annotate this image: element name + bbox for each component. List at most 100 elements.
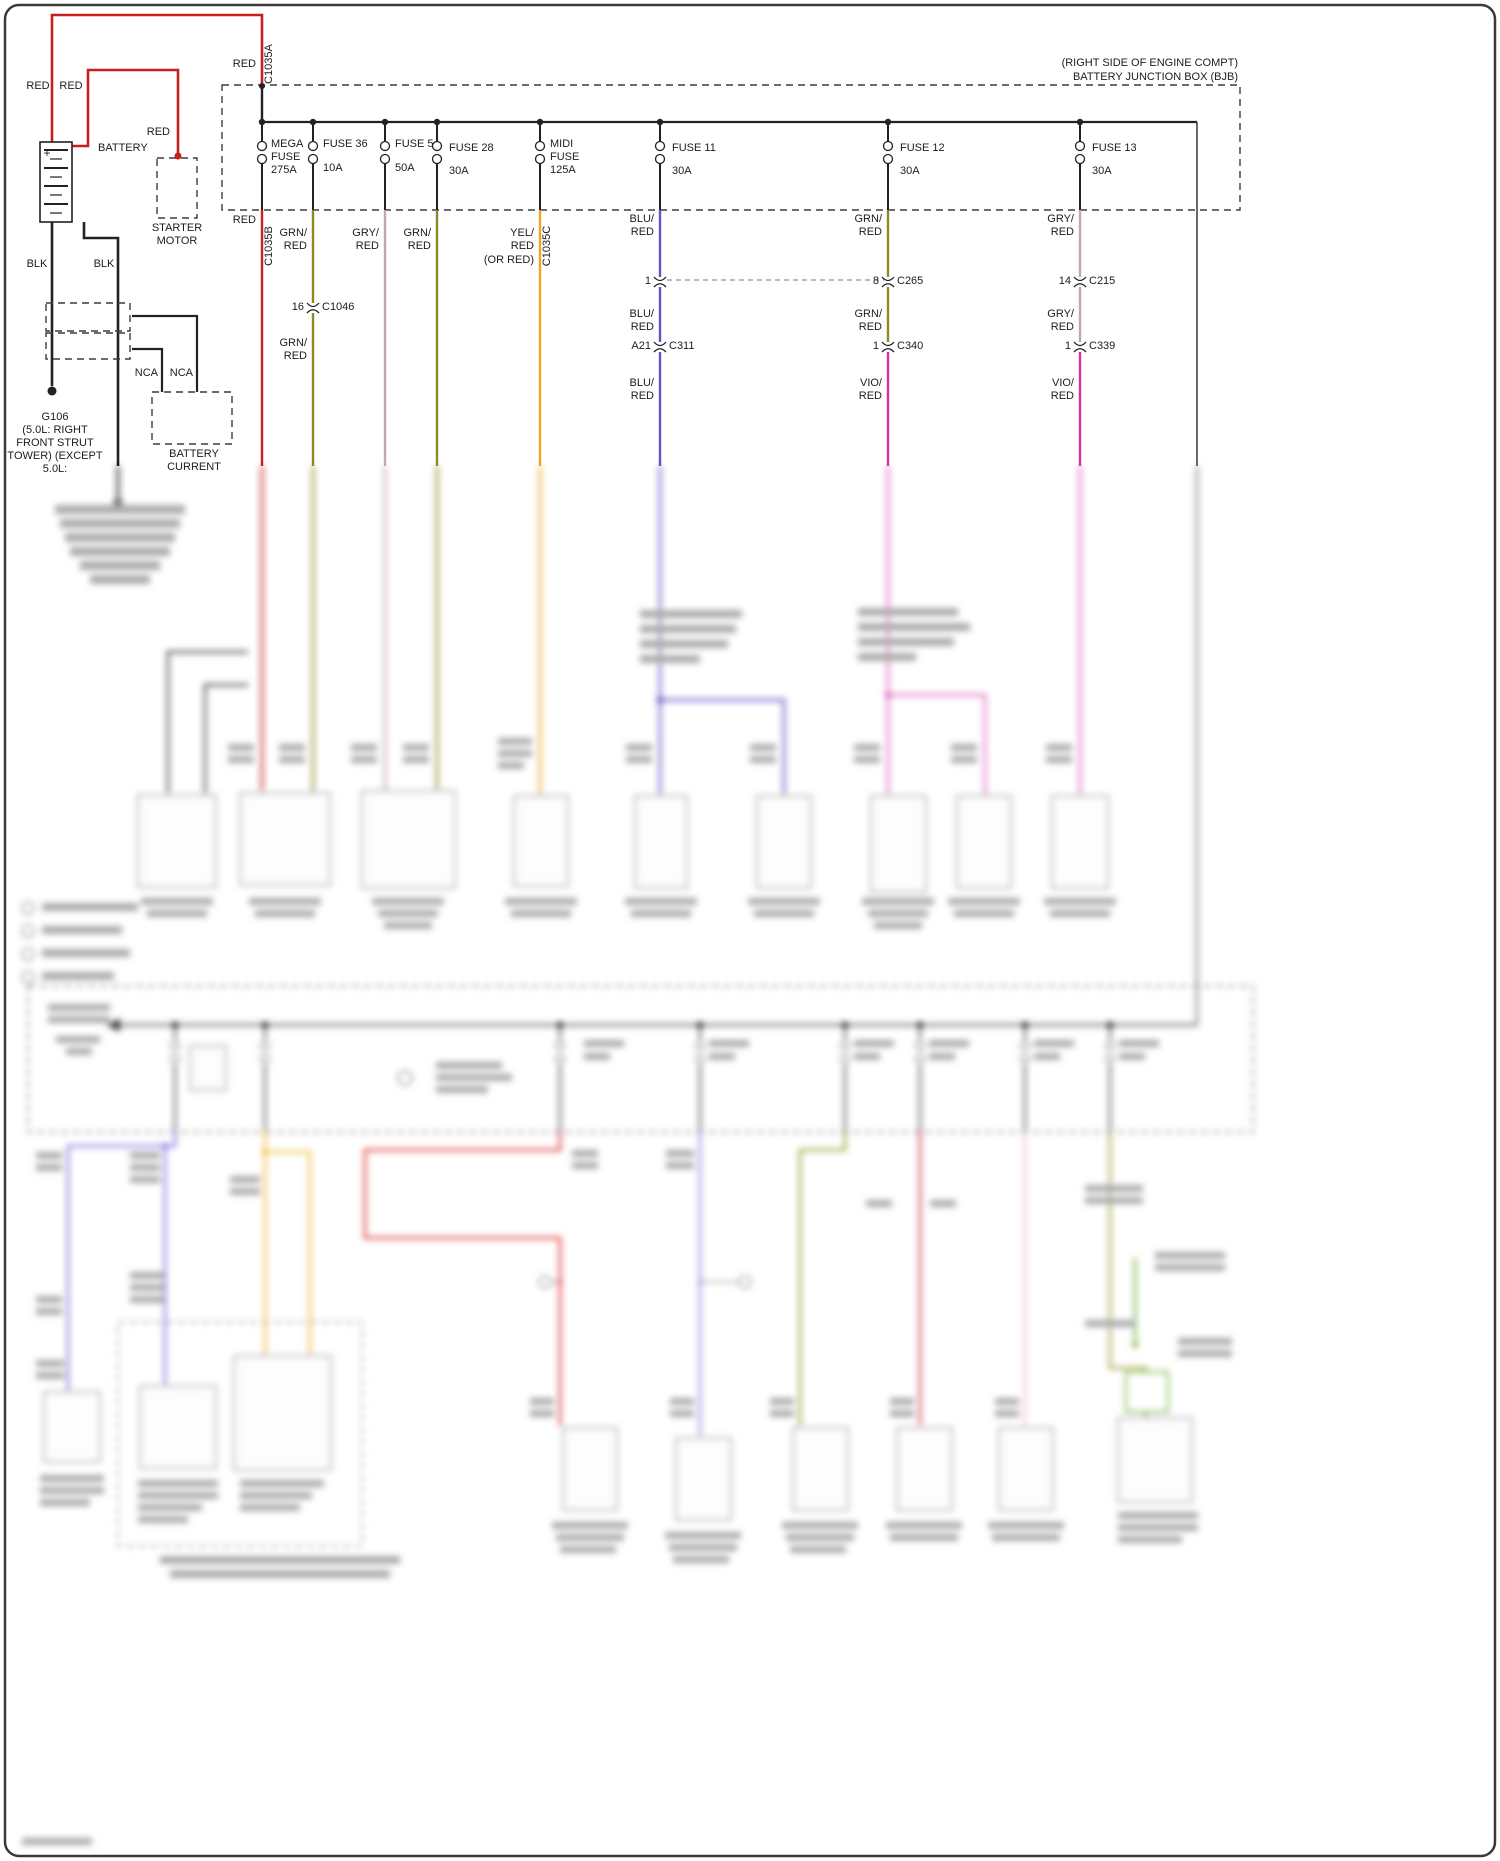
fuse-28	[431, 122, 443, 210]
connector-c1035c-label: C1035C	[541, 226, 553, 266]
fuse-5-rating: 50A	[395, 162, 415, 174]
connector-c1046	[306, 302, 320, 314]
f36-wire2-2: RED	[284, 350, 307, 362]
fuse-mega-name2: FUSE	[271, 151, 300, 163]
fuse-midi-rating: 125A	[550, 164, 576, 176]
midi-wire1-1: YEL/	[510, 227, 535, 239]
midi-wire1-2: RED	[511, 240, 534, 252]
mega-wire-label: RED	[233, 214, 256, 226]
f12-wire2-2: RED	[859, 321, 882, 333]
fuse-11	[654, 122, 666, 210]
f13-wire1-2: RED	[1051, 226, 1074, 238]
starter-motor-box	[156, 157, 198, 219]
neg-wire-label-2: BLK	[94, 258, 115, 270]
sensor-nca-label-1: NCA	[135, 367, 159, 379]
blurred-lower-labels	[36, 1150, 1232, 1417]
inline-connectors	[306, 276, 1087, 353]
f13-wire2-1: GRY/	[1047, 308, 1075, 320]
f12-wire3-1: VIO/	[860, 377, 883, 389]
fuse-28-rating: 30A	[449, 165, 469, 177]
bjb-outline	[221, 84, 1241, 211]
f11-wire3-2: RED	[631, 390, 654, 402]
battery-positive-wires	[50, 13, 265, 160]
f11-wire1-2: RED	[631, 226, 654, 238]
blurred-notes	[640, 608, 970, 663]
blurred-component-row-2	[22, 1321, 1198, 1845]
f36-connector: C1046	[322, 301, 354, 313]
f12-pin1: 8	[873, 275, 879, 287]
neg-wire-label-1: BLK	[27, 258, 48, 270]
f28-wire1-2: RED	[408, 240, 431, 252]
blurred-wires	[112, 466, 1198, 1025]
ground-desc-3: TOWER) (EXCEPT	[7, 450, 102, 462]
fuse-36	[307, 122, 319, 210]
ground-desc-4: 5.0L:	[43, 463, 67, 475]
fuse-36-rating: 10A	[323, 162, 343, 174]
blurred-lower-wires	[66, 1132, 1169, 1436]
ground-desc-2: FRONT STRUT	[16, 437, 94, 449]
fuse-symbols	[256, 122, 1086, 210]
page-border	[3, 3, 1497, 1858]
starter-label-2: MOTOR	[157, 235, 198, 247]
f36-wire2-1: GRN/	[280, 337, 308, 349]
connector-c1035a-label: C1035A	[263, 43, 275, 83]
f13-connector1: C215	[1089, 275, 1115, 287]
fuse-11-rating: 30A	[672, 165, 692, 177]
inline-connector-box-1	[45, 302, 131, 332]
battery-current-sensor-box	[151, 391, 233, 445]
fuse-mega	[256, 122, 268, 210]
f12-wire1-2: RED	[859, 226, 882, 238]
f13-pin2: 1	[1065, 340, 1071, 352]
blurred-wire-labels	[228, 738, 1072, 769]
fuse-midi-name2: FUSE	[550, 151, 579, 163]
connector-f11-1	[653, 276, 667, 288]
blurred-lower-bjb	[27, 985, 1254, 1133]
battery-symbol: +	[39, 141, 73, 223]
blurred-lower-section	[21, 466, 1254, 1845]
blurred-ground-text	[55, 505, 185, 584]
inline-connector-box-2	[45, 332, 131, 360]
fuse-mega-rating: 275A	[271, 164, 297, 176]
f28-wire1-1: GRN/	[404, 227, 432, 239]
f13-wire3-2: RED	[1051, 390, 1074, 402]
f11-wire1-1: BLU/	[630, 213, 655, 225]
blurred-component-row-1	[137, 790, 1116, 929]
f13-pin1: 14	[1059, 275, 1071, 287]
f11-wire2-2: RED	[631, 321, 654, 333]
sensor-label-2: CURRENT	[167, 461, 221, 473]
starter-wire-label: RED	[147, 126, 170, 138]
f13-wire1-1: GRY/	[1047, 213, 1075, 225]
battery-plus-sign: +	[43, 146, 50, 160]
fuse-12-name: FUSE 12	[900, 142, 945, 154]
connector-c265	[881, 276, 895, 288]
f13-connector2: C339	[1089, 340, 1115, 352]
top-section: (RIGHT SIDE OF ENGINE COMPT) BATTERY JUN…	[7, 13, 1241, 475]
f11-pin2: A21	[631, 340, 651, 352]
f12-connector2: C340	[897, 340, 923, 352]
fuse-13-rating: 30A	[1092, 165, 1112, 177]
pos-wire-label-2: RED	[59, 80, 82, 92]
connector-c311	[653, 341, 667, 353]
sensor-nca-label-2: NCA	[170, 367, 194, 379]
f12-wire1-1: GRN/	[855, 213, 883, 225]
f36-pin: 16	[292, 301, 304, 313]
f12-wire3-2: RED	[859, 390, 882, 402]
f36-wire1-1: GRN/	[280, 227, 308, 239]
f11-wire2-1: BLU/	[630, 308, 655, 320]
fuse-mega-name: MEGA	[271, 138, 304, 150]
ground-desc-1: (5.0L: RIGHT	[22, 424, 88, 436]
battery-label: BATTERY	[98, 142, 148, 154]
connector-c1035b-label: C1035B	[263, 226, 275, 266]
pos-wire-label-1: RED	[26, 80, 49, 92]
f36-wire1-2: RED	[284, 240, 307, 252]
f11-wire3-1: BLU/	[630, 377, 655, 389]
fuse-36-name: FUSE 36	[323, 138, 368, 150]
sensor-label-1: BATTERY	[169, 448, 219, 460]
connector-c215	[1073, 276, 1087, 288]
f13-wire2-2: RED	[1051, 321, 1074, 333]
connector-c340	[881, 341, 895, 353]
bjb-location-label: (RIGHT SIDE OF ENGINE COMPT)	[1062, 57, 1238, 69]
ground-name: G106	[42, 411, 69, 423]
wire-color-labels: RED C1035B C1035C GRN/ RED 16 C1046 GRN/…	[233, 213, 1116, 402]
